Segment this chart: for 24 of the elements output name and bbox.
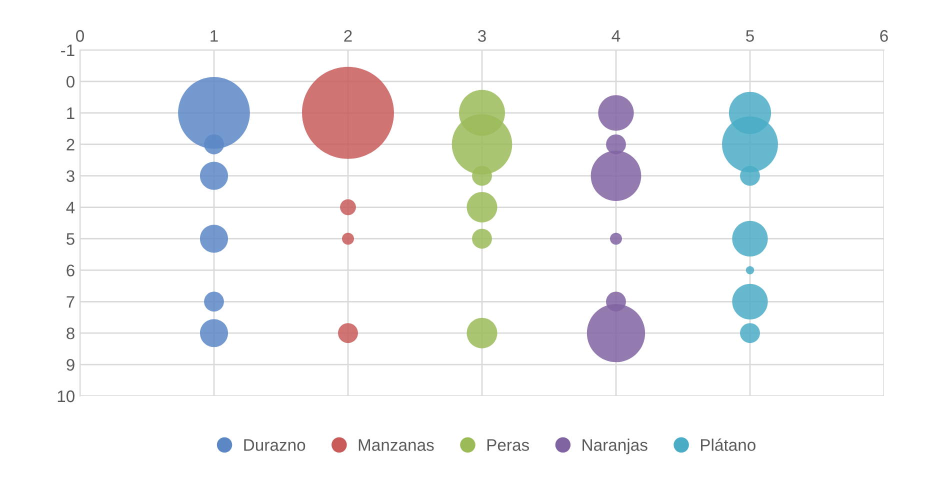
- legend-label: Manzanas: [358, 439, 434, 451]
- x-tick-label: 6: [880, 30, 888, 42]
- x-tick-label: 1: [210, 30, 218, 42]
- y-tick-label: 7: [66, 296, 74, 308]
- legend-label: Plátano: [700, 438, 756, 451]
- y-tick-label: 5: [66, 233, 74, 245]
- y-tick-label: 1: [67, 107, 74, 119]
- y-tick-label: 6: [66, 264, 74, 276]
- y-tick-label: 3: [66, 170, 74, 182]
- x-tick-label: 0: [76, 30, 84, 42]
- x-tick-label: 3: [478, 30, 486, 42]
- y-tick-label: 2: [66, 138, 74, 150]
- x-tick-label: 2: [344, 30, 352, 42]
- y-tick-label: 0: [66, 76, 74, 88]
- legend-label: Peras: [487, 439, 529, 451]
- y-tick-label: 10: [58, 390, 74, 402]
- x-tick-label: 5: [746, 30, 754, 42]
- legend-label: Naranjas: [582, 438, 648, 454]
- y-tick-label: 9: [66, 358, 74, 371]
- y-tick-label: 8: [66, 327, 74, 340]
- y-tick-label: 4: [66, 202, 75, 214]
- y-tick-label: -1: [61, 44, 74, 56]
- x-tick-label: 4: [612, 30, 620, 42]
- legend-label: Durazno: [244, 439, 306, 451]
